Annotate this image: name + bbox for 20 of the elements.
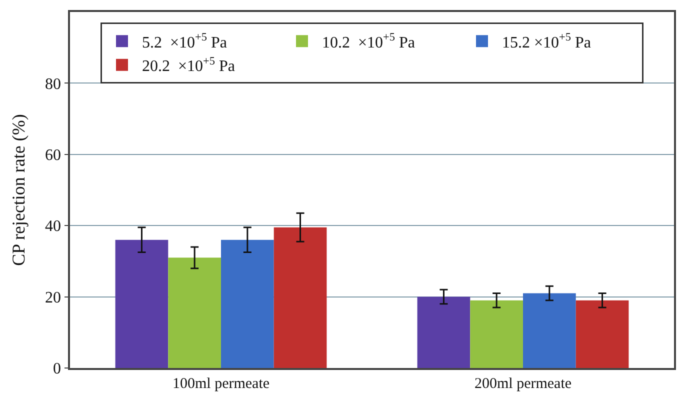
bar	[470, 300, 523, 368]
bar	[274, 227, 327, 368]
bar	[523, 293, 576, 368]
bar	[115, 240, 168, 368]
bar	[221, 240, 274, 368]
y-tick-label: 40	[45, 218, 62, 236]
y-tick-label: 20	[45, 289, 62, 306]
y-tick-label: 80	[45, 76, 62, 93]
legend-label: 20.2 ×10$^{+5}$ Pa	[142, 55, 235, 76]
legend-label: 10.2 ×10$^{+5}$ Pa	[322, 32, 415, 52]
bar	[168, 258, 221, 368]
bar	[576, 300, 629, 368]
bar	[417, 296, 470, 368]
legend-label: 5.2 ×10$^{+5}$ Pa	[142, 32, 227, 52]
x-tick-label: 200ml permeate	[474, 376, 572, 392]
y-tick-label: 60	[45, 147, 62, 164]
x-tick-label: 100ml permeate	[172, 376, 270, 392]
legend-label: 15.2 ×10$^{+5}$ Pa	[502, 32, 591, 52]
y-tick-label: 0	[53, 360, 62, 378]
y-axis-title: CP rejection rate (%)	[8, 114, 29, 266]
